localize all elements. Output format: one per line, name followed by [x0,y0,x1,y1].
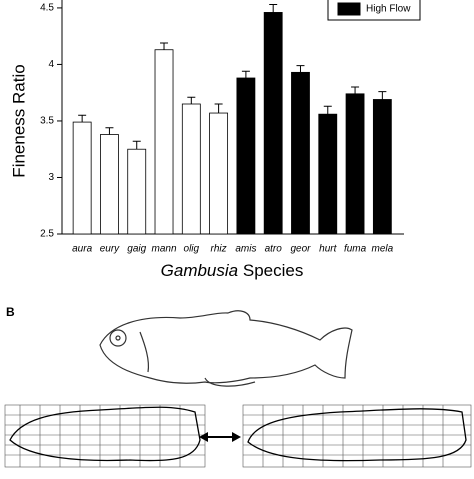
x-axis-title-genus: Gambusia [161,261,238,280]
x-tick-label: mann [152,244,177,255]
error-bar [323,105,332,115]
error-bar [187,96,196,104]
grid-diagram-right [242,404,472,468]
error-bar [214,103,223,114]
y-axis-title: Fineness Ratio [9,64,28,177]
x-tick-label: mela [372,244,394,255]
error-bar [78,114,87,123]
fish-outline [99,310,353,387]
error-bar [296,65,305,73]
error-bar [241,70,250,78]
legend-swatch [337,2,361,16]
bar [291,71,310,235]
bar [100,134,119,235]
error-bar [269,4,278,13]
bar [209,112,229,235]
error-bar [160,42,169,50]
bar [318,113,338,235]
error-bar [351,86,360,94]
bar [236,77,256,235]
error-bar [105,127,114,135]
double-arrow [199,432,241,442]
x-tick-label: rhiz [211,244,227,255]
y-tick-label: 2.5 [40,229,54,240]
bar [127,148,147,235]
x-axis-title: Gambusia Species [161,261,304,280]
x-tick-label: eury [100,244,120,255]
x-tick-label: olig [184,244,200,255]
y-tick-label: 4 [48,59,54,70]
x-tick-label: aura [72,244,92,255]
y-tick-label: 4.5 [40,3,54,14]
x-tick-label: fuma [344,244,367,255]
x-axis-title-rest: Species [243,261,303,280]
bar [181,103,201,235]
x-tick-label: amis [235,244,256,255]
error-bar [132,140,141,150]
y-tick-label: 3.5 [40,116,54,127]
panel-label: B [6,305,15,319]
x-tick-label: atro [265,244,283,255]
error-bar [378,91,387,100]
bar [345,93,365,235]
x-tick-label: geor [290,244,311,255]
legend-label: High Flow [366,4,411,15]
bar [72,121,92,235]
x-tick-label: hurt [319,244,337,255]
y-tick-label: 3 [48,172,54,183]
x-tick-label: gaig [127,244,146,255]
bar [372,99,392,235]
bar [263,12,283,235]
grid-diagram-left [4,404,206,468]
bar [154,49,174,235]
